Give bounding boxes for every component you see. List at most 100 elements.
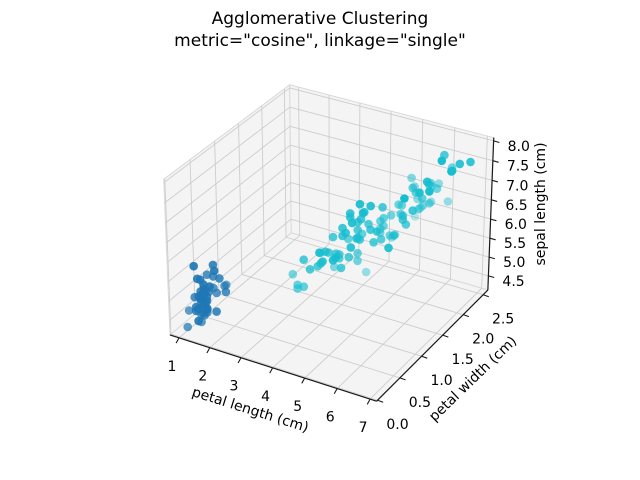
data-point [384,243,393,253]
y-axis-line [376,289,489,402]
chart-title: Agglomerative Clustering metric="cosine"… [174,9,466,51]
y-tick-label: 2.0 [472,332,494,348]
x-tick-label: 2 [198,369,207,385]
grid-line [289,106,493,162]
data-point [369,238,378,247]
data-point [209,266,219,276]
grid-line [241,273,443,336]
data-point [358,208,368,218]
tick-mark [489,237,496,241]
grid-line [164,106,291,204]
tick-mark [421,355,428,359]
y-tick-label: 1.0 [430,373,452,389]
tick-mark [492,160,499,163]
x-axis-line [169,334,377,402]
grid-line [189,159,196,314]
y-tick-label: 2.5 [492,312,514,328]
grid-line [168,200,292,302]
grid-line [167,182,291,283]
z-tick-label: 4.5 [502,274,524,290]
tick-mark [488,275,495,279]
data-point [347,218,357,228]
grid-line [290,144,492,201]
data-point [361,267,371,277]
data-point [288,269,298,279]
data-point [372,227,382,236]
data-point [353,225,363,235]
data-point [330,262,339,272]
data-point [318,257,327,266]
z-axis-label: sepal length (cm) [533,142,549,265]
data-point [330,253,340,263]
grid-line [170,333,378,401]
grid-line [164,178,172,335]
data-point [324,248,333,257]
z-tick-label: 5.5 [504,236,526,252]
data-point [432,184,442,193]
grid-line [166,163,291,263]
data-point [194,292,204,301]
data-point [328,232,338,242]
data-point [385,231,395,240]
y-tick-label: 0.0 [386,417,408,433]
z-tick-label: 7.0 [506,178,528,194]
grid-line [195,313,401,379]
data-point [400,194,409,203]
grid-line [290,163,491,220]
grid-line [289,125,493,181]
x-tick-label: 4 [261,389,270,405]
data-point [466,157,475,167]
grid-line [166,144,291,244]
data-point [407,173,416,183]
data-point [415,188,424,197]
data-point [215,274,224,283]
z-tick-label: 5.0 [503,255,525,271]
data-point [344,252,354,262]
grid-line [449,127,456,280]
data-point [194,303,204,313]
grid-line [165,125,291,224]
data-point [366,201,376,211]
data-point [379,213,388,223]
data-point [447,167,456,176]
grid-line [285,236,484,296]
tick-labels-layer: 1 2 3 4 5 6 7 0.00.5 1.01.5 2.0 2.5 4.5 5.0 5.5 6.0 6.5… [168,139,530,436]
data-point [299,282,309,292]
data-point [212,307,221,316]
grid-line [369,287,483,400]
grid-line [209,243,330,349]
grid-line [290,182,490,239]
tick-mark [366,398,371,405]
z-tick-label: 6.0 [505,217,527,233]
z-tick-label: 7.5 [507,159,529,175]
data-point [437,156,447,166]
tick-mark [491,199,498,202]
tick-mark [493,140,500,143]
grid-line [163,87,291,183]
data-point [376,235,386,244]
tick-mark [442,334,449,338]
data-point [189,261,198,271]
grid-line [298,87,301,236]
data-point [305,265,315,274]
tick-mark [377,399,384,403]
tick-mark [301,377,306,384]
data-point [425,199,434,208]
grid-line [272,260,390,369]
grid-line [304,269,420,379]
data-point [455,159,465,169]
tick-mark [463,314,470,318]
grid-line [169,218,292,321]
tick-mark [237,357,242,364]
z-tick-label: 6.5 [505,198,527,214]
z-axis-line [487,137,495,291]
grid-line [289,87,494,142]
data-point [338,223,347,233]
tick-mark [175,337,180,344]
grid-line [261,105,265,256]
tick-mark [490,218,497,222]
data-point [355,235,365,244]
tick-mark [269,367,274,374]
